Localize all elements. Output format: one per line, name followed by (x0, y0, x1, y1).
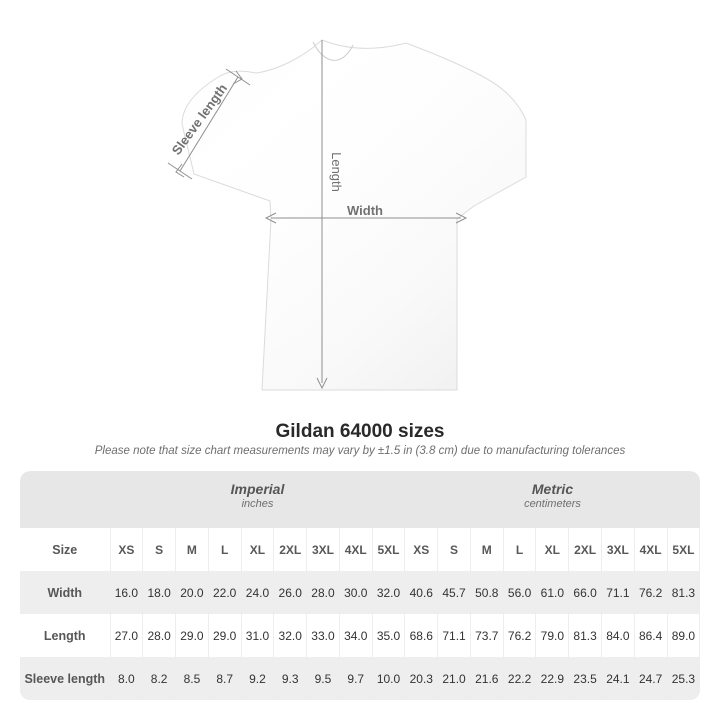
svg-text:Length: Length (329, 152, 344, 192)
svg-text:Width: Width (347, 203, 383, 218)
